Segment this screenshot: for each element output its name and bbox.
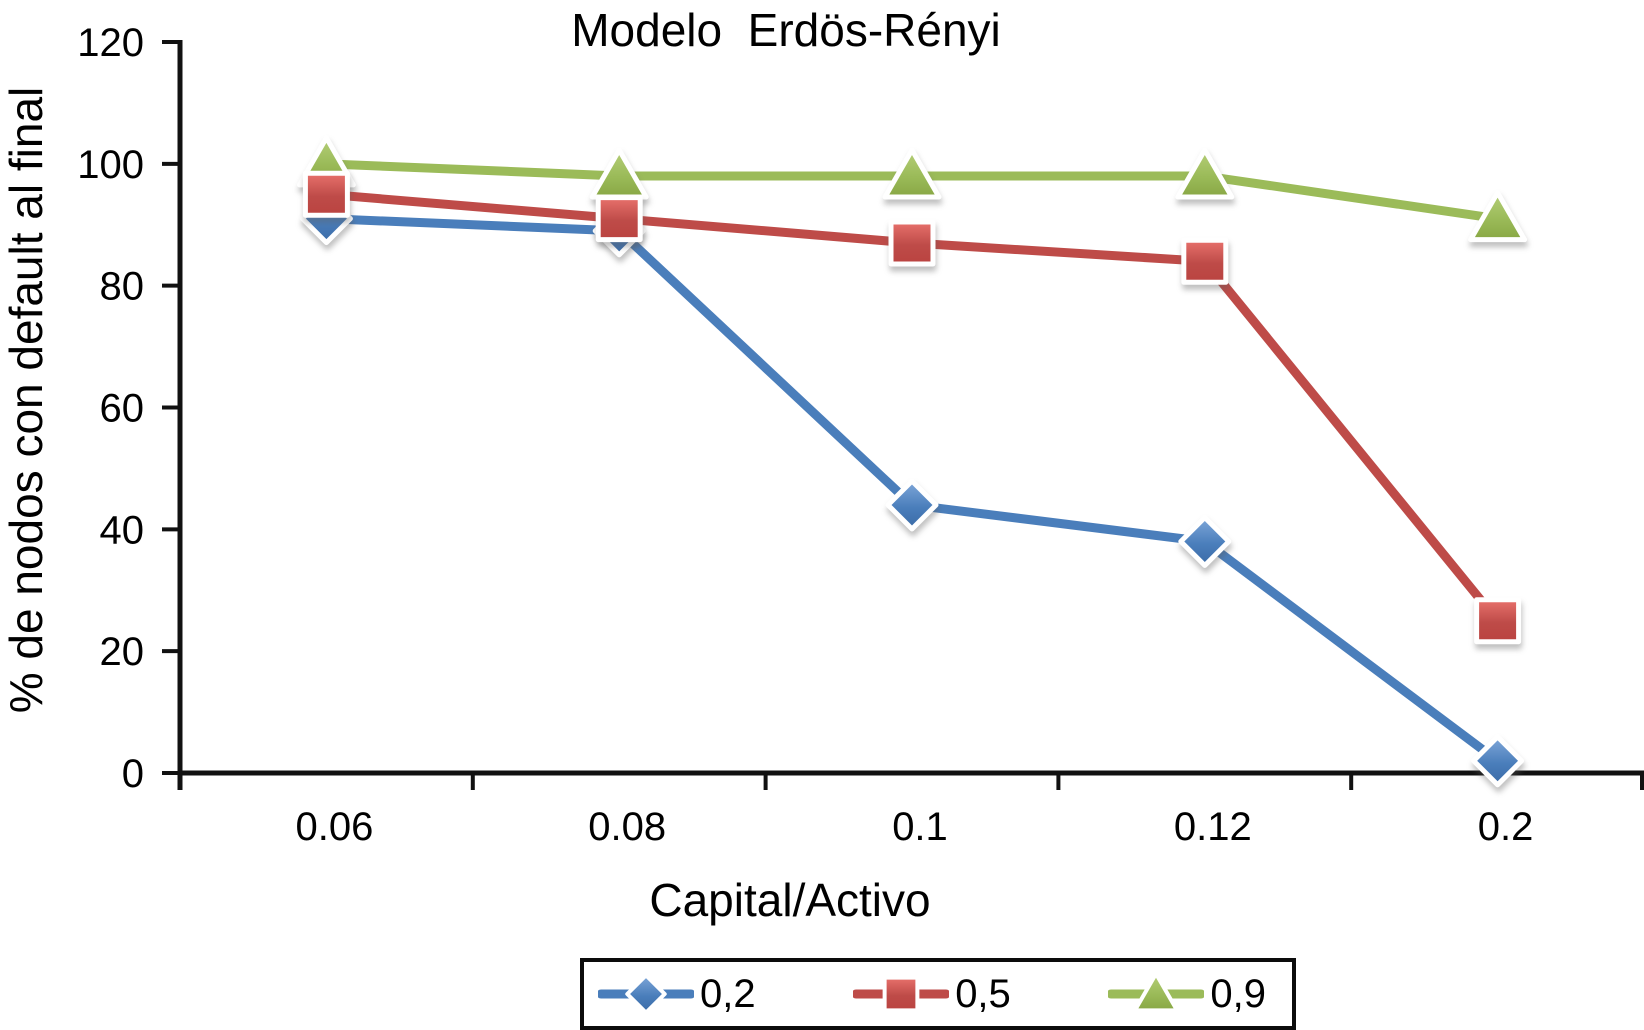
x-tick-label: 0.12 <box>1174 805 1252 849</box>
square-marker <box>888 219 936 267</box>
legend-swatch <box>853 975 950 1013</box>
x-tick-label: 0.1 <box>892 805 948 849</box>
triangle-marker <box>1468 190 1528 243</box>
legend-item-0: 0,2 <box>598 970 756 1018</box>
y-tick-label: 100 <box>77 143 144 187</box>
series-0,2 <box>299 192 1525 788</box>
y-axis-title: % de nodos con default al final <box>0 87 52 714</box>
y-tick-label: 120 <box>77 21 144 65</box>
legend-item-1: 0,5 <box>853 970 1011 1018</box>
y-tick-label: 0 <box>122 752 144 796</box>
series-layer <box>296 135 1528 788</box>
y-tick-label: 60 <box>100 387 145 431</box>
triangle-icon <box>1133 971 1180 1013</box>
legend-swatch <box>598 973 694 1015</box>
legend: 0,2 0,5 0,9 <box>580 958 1296 1030</box>
series-0,5 <box>302 170 1522 645</box>
square-marker <box>1474 597 1522 645</box>
x-axis-title: Capital/Activo <box>649 874 930 926</box>
series-0,9 <box>296 135 1528 243</box>
diamond-marker <box>1178 515 1232 569</box>
legend-label: 0,2 <box>700 972 756 1016</box>
x-tick-label: 0.2 <box>1478 805 1534 849</box>
tick-labels: 0 20 40 60 80 100 120 0.06 0.08 0.1 0.12 0.2 <box>77 21 1533 849</box>
diamond-icon <box>625 973 667 1015</box>
legend-swatch <box>1108 971 1205 1013</box>
square-icon <box>882 975 920 1013</box>
square-marker <box>302 170 350 218</box>
chart-title: Modelo Erdös-Rényi <box>571 4 1001 56</box>
triangle-marker <box>1175 147 1235 200</box>
legend-label: 0,9 <box>1210 972 1266 1016</box>
legend-item-2: 0,9 <box>1108 970 1266 1018</box>
y-tick-label: 20 <box>100 630 145 674</box>
y-tick-label: 80 <box>100 265 145 309</box>
y-tick-label: 40 <box>100 508 145 552</box>
axes <box>162 40 1644 790</box>
square-marker <box>1181 237 1229 285</box>
diamond-marker <box>1471 734 1525 788</box>
triangle-marker <box>882 147 942 200</box>
square-marker <box>595 195 643 243</box>
x-tick-label: 0.08 <box>588 805 666 849</box>
x-tick-label: 0.06 <box>295 805 373 849</box>
legend-label: 0,5 <box>955 972 1011 1016</box>
diamond-marker <box>885 478 939 532</box>
